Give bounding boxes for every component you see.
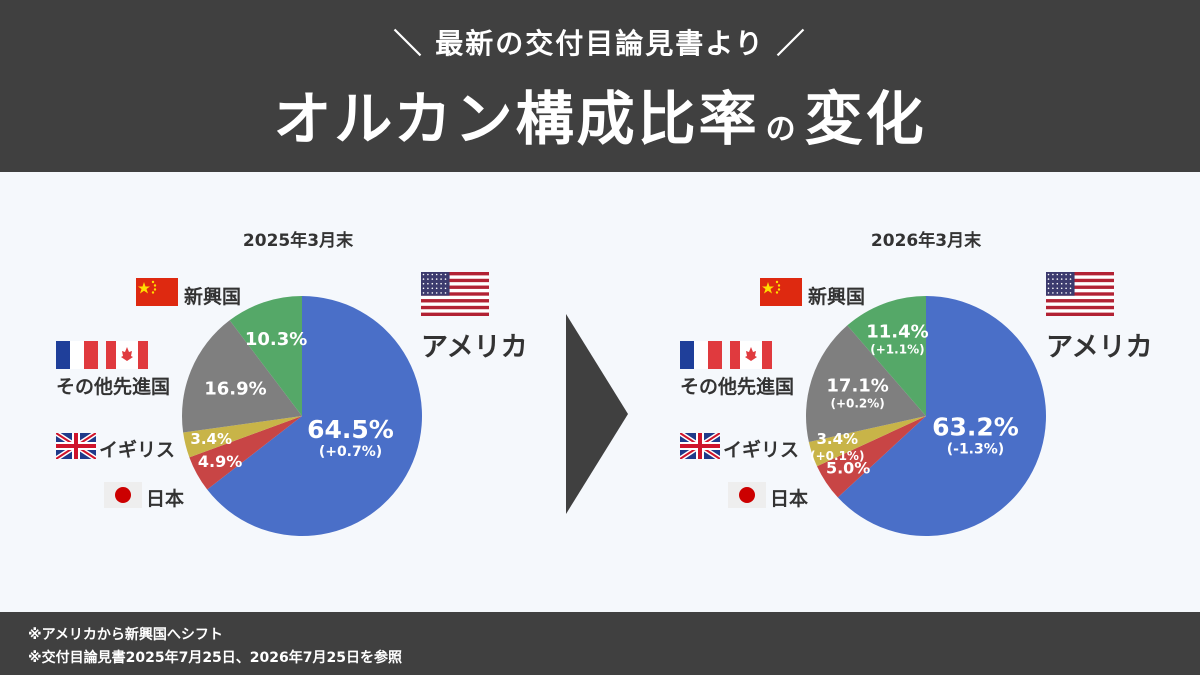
uk-flag-icon [680, 433, 720, 459]
footer-notes: ※アメリカから新興国へシフト ※交付目論見書2025年7月25日、2026年7月… [0, 612, 1200, 675]
page-title: オルカン構成比率の変化 [0, 72, 1200, 156]
legend-usa: アメリカ [1046, 332, 1153, 363]
change-label-emerging: (+1.1%) [870, 343, 924, 357]
legend-uk: イギリス [723, 439, 800, 461]
data-label-emerging: 11.4% [866, 322, 928, 343]
uk-flag-icon [56, 433, 96, 459]
pie-slice-usa [207, 296, 422, 536]
japan-flag-icon [104, 482, 142, 508]
transition-arrow-icon [566, 314, 628, 514]
header-banner: ＼ 最新の交付目論見書より ／ オルカン構成比率の変化 [0, 0, 1200, 172]
pie-chart-2026: 63.2%(-1.3%) 5.0% 3.4%(+0.1%) 17.1%(+0.2%) 1… [806, 296, 1046, 536]
legend-emerging: 新興国 [184, 286, 242, 308]
pie-slice-usa [837, 296, 1046, 536]
data-label-developed-other: 16.9% [204, 379, 266, 400]
pie-slice-japan [817, 416, 926, 498]
canada-flag-icon [730, 341, 772, 369]
data-label-usa: 63.2% [932, 413, 1019, 442]
legend-emerging: 新興国 [808, 286, 866, 308]
chart-title-2025: 2025年3月末 [242, 231, 354, 251]
france-flag-icon [56, 341, 98, 369]
change-label-uk: (+0.1%) [810, 449, 864, 463]
title-main: オルカン構成比率 [273, 85, 760, 153]
pie-slice-emerging [847, 296, 926, 416]
subtitle: ＼ 最新の交付目論見書より ／ [393, 27, 807, 60]
data-label-uk: 3.4% [190, 430, 232, 448]
legend-japan: 日本 [146, 488, 185, 510]
data-label-japan: 5.0% [826, 459, 870, 478]
pie-slice-uk [183, 416, 302, 458]
footnote-shift: ※アメリカから新興国へシフト [28, 627, 223, 643]
data-label-emerging: 10.3% [245, 329, 307, 350]
footnote-source: ※交付目論見書2025年7月25日、2026年7月25日を参照 [28, 650, 402, 666]
japan-flag-icon [728, 482, 766, 508]
change-label-usa: (-1.3%) [947, 442, 1004, 458]
china-flag-icon [760, 278, 802, 306]
usa-flag-icon [421, 272, 489, 316]
title-particle: の [765, 112, 799, 147]
chart-title-2026: 2026年3月末 [870, 231, 982, 251]
pie-slice-japan [189, 416, 302, 490]
data-label-developed-other: 17.1% [826, 375, 888, 396]
legend-uk: イギリス [99, 439, 176, 461]
change-label-usa: (+0.7%) [319, 444, 382, 460]
canada-flag-icon [106, 341, 148, 369]
france-flag-icon [680, 341, 722, 369]
change-label-developed-other: (+0.2%) [830, 396, 884, 410]
data-label-japan: 4.9% [198, 452, 242, 471]
pie-chart-2025: 64.5%(+0.7%) 4.9% 3.4% 16.9% 10.3% [182, 296, 422, 536]
usa-flag-icon [1046, 272, 1114, 316]
legend-japan: 日本 [770, 488, 809, 510]
china-flag-icon [136, 278, 178, 306]
pie-slice-emerging [229, 296, 302, 416]
legend-developed-other: その他先進国 [56, 376, 171, 398]
legend-developed-other: その他先進国 [680, 376, 795, 398]
data-label-uk: 3.4% [816, 430, 858, 448]
title-tail: 変化 [804, 85, 927, 153]
pie-slice-developed-other [182, 320, 302, 433]
pie-slice-uk [808, 416, 926, 467]
legend-usa: アメリカ [421, 332, 528, 363]
data-label-usa: 64.5% [307, 415, 394, 444]
pie-slice-developed-other [806, 325, 926, 442]
